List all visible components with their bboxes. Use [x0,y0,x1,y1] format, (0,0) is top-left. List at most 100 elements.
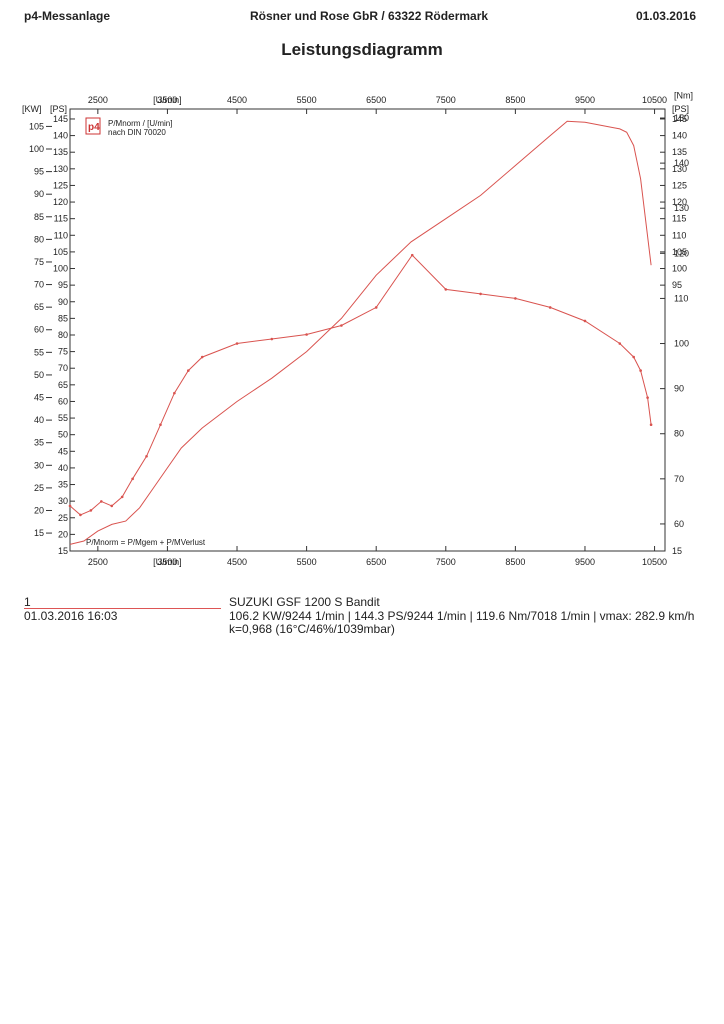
kw-tick-label: 25 [34,483,44,493]
ps-tick-label-left: 15 [58,546,68,556]
torque-point [583,319,587,323]
torque-point [270,337,274,341]
torque-point [79,513,82,517]
ps-tick-label-left: 125 [53,180,68,190]
ps-tick-label-right: 95 [672,280,682,290]
ps-axis-label-right: [PS] [672,104,689,114]
ps-tick-label-right: 130 [672,164,687,174]
torque-point [120,495,124,499]
ps-tick-label-left: 75 [58,347,68,357]
kw-tick-label: 35 [34,438,44,448]
ps-axis-label-left: [PS] [50,104,67,114]
nm-tick-label: 150 [674,113,689,123]
x-tick-label-top: 3500 [157,95,177,105]
ps-tick-label-left: 25 [58,513,68,523]
x-tick-label-bottom: 3500 [157,557,177,567]
kw-tick-label: 60 [34,325,44,335]
x-tick-label-top: 6500 [366,95,386,105]
ps-tick-label-right: 100 [672,264,687,274]
kw-tick-label: 70 [34,280,44,290]
ps-tick-label-left: 50 [58,430,68,440]
torque-point [649,423,653,427]
nm-tick-label: 70 [674,474,684,484]
ps-tick-label-left: 35 [58,480,68,490]
ps-tick-label-left: 85 [58,313,68,323]
p4-logo-text: p4 [88,122,100,133]
ps-tick-label-left: 140 [53,131,68,141]
ps-tick-label-left: 105 [53,247,68,257]
torque-point [548,306,552,309]
ps-tick-label-left: 40 [58,463,68,473]
power-curve [69,120,652,545]
axes: 2500 2500 3500 3500 4500 4500 5500 5500 6500 6500… [22,90,693,567]
nm-tick-label: 100 [674,339,689,349]
x-tick-label-bottom: 2500 [88,557,108,567]
kw-tick-label: 15 [34,528,44,538]
kw-tick-label: 80 [34,234,44,244]
kw-tick-label: 90 [34,189,44,199]
kw-tick-label: 30 [34,460,44,470]
ps-tick-label-right: 145 [672,114,687,124]
header-company: Rösner und Rose GbR / 63322 Rödermark [250,9,489,23]
ps-tick-label-left: 20 [58,529,68,539]
legend: p4 P/Mnorm / [U/min] nach DIN 70020 P/Mn… [85,117,206,547]
torque-point [444,288,448,291]
x-tick-label-top: 8500 [505,95,525,105]
diagram-title: Leistungsdiagramm [281,40,443,59]
torque-point [145,454,148,458]
dyno-chart: 2500 2500 3500 3500 4500 4500 5500 5500 6500 6500… [22,90,693,567]
ps-tick-label-right: 125 [672,180,687,190]
nm-tick-label: 80 [674,429,684,439]
nm-tick-label: 60 [674,519,684,529]
torque-point [100,500,103,503]
x-tick-label-top: 4500 [227,95,247,105]
nm-axis-label: [Nm] [674,90,693,100]
vehicle-name: SUZUKI GSF 1200 S Bandit [229,595,380,609]
torque-point [235,342,239,345]
ps-tick-label-right: 105 [672,247,687,257]
ps-tick-label-right-bottom: 15 [672,546,682,556]
ps-tick-label-left: 30 [58,496,68,506]
run-number: 1 [24,595,31,609]
ps-tick-label-left: 145 [53,114,68,124]
torque-point [173,391,176,395]
x-tick-label-bottom: 10500 [642,557,667,567]
torque-point [410,253,414,257]
ps-tick-label-right: 140 [672,131,687,141]
ps-tick-label-left: 65 [58,380,68,390]
ps-tick-label-left: 60 [58,396,68,406]
ps-tick-label-right: 120 [672,197,687,207]
nm-tick-label: 120 [674,248,689,258]
kw-tick-label: 100 [29,144,44,154]
ps-tick-label-left: 120 [53,197,68,207]
ps-tick-label-right: 115 [672,214,686,224]
kw-axis-label: [KW] [22,104,42,114]
results-summary: 106.2 KW/9244 1/min | 144.3 PS/9244 1/mi… [229,609,695,623]
legend-line-1: P/Mnorm / [U/min] [108,119,172,128]
ps-tick-label-right: 135 [672,147,687,157]
run-date: 01.03.2016 16:03 [24,609,118,623]
kw-tick-label: 20 [34,505,44,515]
header-lab-name: p4-Messanlage [24,9,111,23]
kw-tick-label: 40 [34,415,44,425]
ps-tick-label-left: 55 [58,413,68,423]
kw-tick-label: 55 [34,347,44,357]
ps-tick-label-left: 70 [58,363,68,373]
torque-point [639,369,642,372]
torque-point [187,369,190,372]
nm-tick-label: 130 [674,203,689,213]
nm-tick-label: 110 [674,293,688,303]
x-tick-label-bottom: 9500 [575,557,595,567]
ps-tick-label-left: 95 [58,280,68,290]
kw-tick-label: 65 [34,302,44,312]
kw-tick-label: 105 [29,121,44,131]
torque-point [618,342,622,345]
x-tick-label-bottom: 6500 [366,557,386,567]
kw-tick-label: 75 [34,257,44,267]
x-tick-label-top: 5500 [297,95,317,105]
kw-tick-label: 95 [34,167,44,177]
torque-point [89,509,93,512]
x-unit-label-bottom: [U/min] [153,557,182,567]
torque-point [305,333,308,336]
kw-tick-label: 85 [34,212,44,222]
